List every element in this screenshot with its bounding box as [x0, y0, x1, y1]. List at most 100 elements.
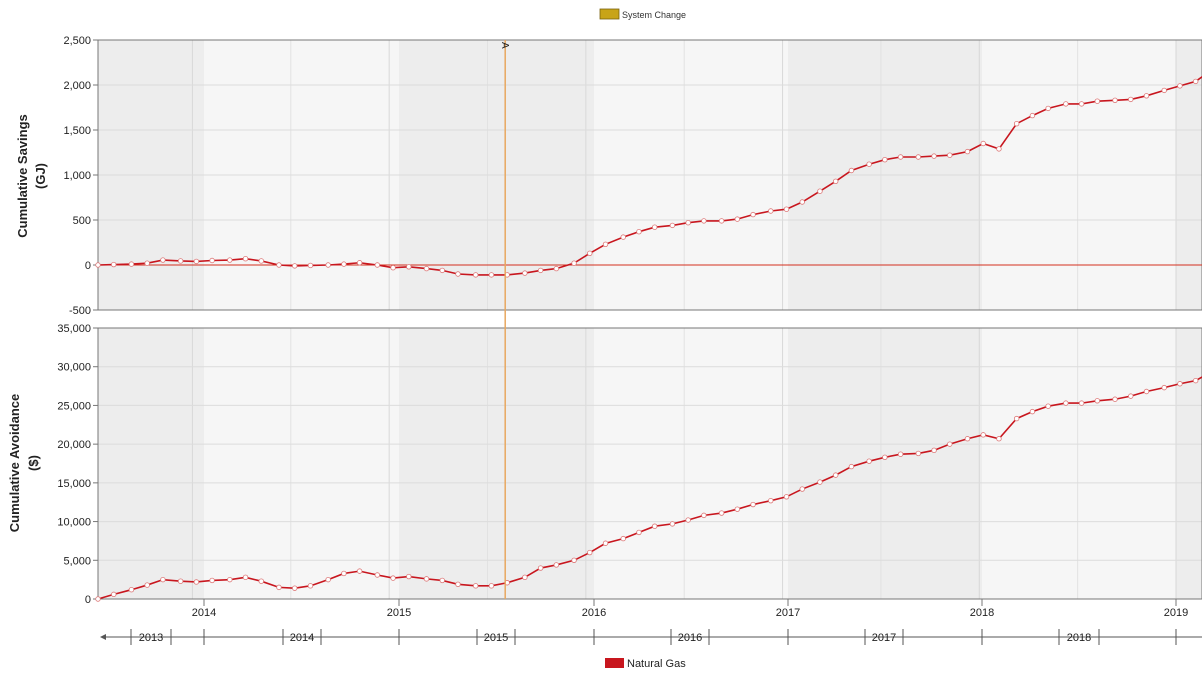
system-change-marker[interactable]: A	[499, 40, 510, 599]
savings-data-point	[931, 153, 937, 159]
savings-data-point	[587, 250, 593, 256]
avoidance-data-point	[1029, 408, 1036, 415]
avoidance-data-point	[439, 577, 445, 584]
savings-data-point	[522, 270, 528, 276]
avoidance-data-point	[669, 521, 676, 527]
avoidance-year-band	[788, 328, 982, 599]
savings-data-point	[423, 265, 430, 272]
legend-system-change[interactable]: System Change	[599, 8, 686, 20]
savings-data-point	[947, 152, 953, 158]
savings-data-point	[488, 272, 495, 278]
savings-data-point	[980, 140, 986, 147]
avoidance-data-point	[848, 463, 855, 470]
x-year-tick-label: 2016	[582, 607, 606, 619]
avoidance-data-point	[768, 497, 774, 504]
avoidance-data-point	[390, 575, 396, 581]
avoidance-data-point	[356, 568, 363, 574]
legend-natural-gas[interactable]: Natural Gas	[605, 658, 686, 670]
savings-y-tick-label: 1,000	[63, 170, 91, 182]
savings-data-point	[455, 271, 461, 277]
savings-data-point	[553, 265, 560, 272]
avoidance-data-point	[636, 529, 642, 536]
avoidance-data-point	[915, 450, 922, 457]
avoidance-y-tick-label: 0	[85, 594, 91, 606]
savings-data-point	[1063, 101, 1069, 107]
avoidance-y-tick-label: 20,000	[57, 439, 91, 451]
savings-data-point	[620, 234, 626, 240]
savings-data-point	[1143, 93, 1150, 99]
savings-data-point	[602, 241, 609, 247]
avoidance-data-point	[931, 447, 937, 454]
avoidance-data-point	[177, 578, 184, 584]
avoidance-data-point	[799, 486, 805, 492]
savings-y-tick-label: 500	[73, 215, 91, 227]
avoidance-data-point	[882, 454, 888, 461]
avoidance-data-point	[718, 510, 725, 516]
savings-data-point	[406, 264, 412, 270]
avoidance-data-point	[1177, 381, 1183, 387]
savings-data-point	[209, 257, 215, 264]
legend-natural-gas-label: Natural Gas	[627, 658, 686, 670]
savings-data-point	[472, 272, 479, 278]
savings-data-point	[734, 216, 741, 222]
avoidance-data-point	[227, 576, 233, 583]
savings-data-point	[636, 228, 642, 235]
marker-label: A	[499, 42, 510, 49]
savings-data-point	[1045, 105, 1051, 112]
avoidance-y-tick-label: 5,000	[63, 555, 91, 567]
savings-data-point	[750, 211, 756, 218]
x-year-tick-label: 2019	[1164, 607, 1188, 619]
savings-data-point	[111, 261, 117, 268]
savings-data-point	[160, 257, 166, 263]
savings-data-point	[866, 161, 872, 167]
avoidance-y-axis-title-line2: ($)	[26, 455, 41, 471]
avoidance-y-axis-title-line1: Cumulative Avoidance	[7, 394, 22, 532]
avoidance-data-point	[996, 436, 1002, 442]
avoidance-y-tick-label: 30,000	[57, 362, 91, 374]
savings-data-point	[177, 258, 184, 264]
avoidance-data-point	[292, 585, 298, 591]
avoidance-data-point	[1094, 398, 1101, 404]
savings-data-point	[439, 267, 445, 274]
x-year-tick-label: 2015	[387, 607, 411, 619]
avoidance-data-point	[1045, 403, 1051, 409]
avoidance-data-point	[341, 570, 347, 577]
savings-data-point	[341, 261, 347, 267]
savings-data-point	[1177, 83, 1183, 89]
savings-data-point	[1161, 87, 1167, 94]
savings-data-point	[669, 222, 676, 229]
avoidance-y-tick-label: 15,000	[57, 478, 91, 490]
avoidance-data-point	[111, 591, 117, 598]
savings-data-point	[718, 218, 725, 224]
avoidance-data-point	[258, 578, 264, 584]
avoidance-year-band	[594, 328, 788, 599]
avoidance-series	[95, 376, 1202, 602]
avoidance-data-point	[783, 494, 790, 500]
savings-data-point	[258, 258, 264, 264]
avoidance-data-point	[307, 583, 314, 589]
avoidance-data-point	[817, 479, 823, 485]
savings-data-point	[144, 260, 150, 266]
avoidance-data-point	[276, 584, 282, 591]
avoidance-data-point	[406, 573, 412, 580]
avoidance-y-tick-label: 35,000	[57, 323, 91, 335]
avoidance-data-point	[455, 581, 461, 587]
avoidance-data-point	[209, 577, 215, 584]
savings-y-tick-label: 1,500	[63, 125, 91, 137]
savings-data-point	[1128, 96, 1134, 103]
savings-data-point	[1078, 101, 1085, 107]
avoidance-data-point	[128, 587, 135, 593]
savings-data-point	[325, 262, 331, 268]
avoidance-data-point	[1063, 400, 1069, 406]
avoidance-plot-frame	[97, 327, 1202, 600]
savings-data-point	[374, 262, 381, 268]
savings-data-point	[652, 224, 658, 230]
avoidance-data-point	[964, 436, 971, 442]
avoidance-data-point	[571, 557, 577, 563]
avoidance-data-point	[1128, 393, 1134, 399]
fiscal-year-label: 2014	[290, 632, 314, 644]
savings-data-point	[307, 262, 314, 269]
fiscal-year-label: 2013	[139, 632, 163, 644]
